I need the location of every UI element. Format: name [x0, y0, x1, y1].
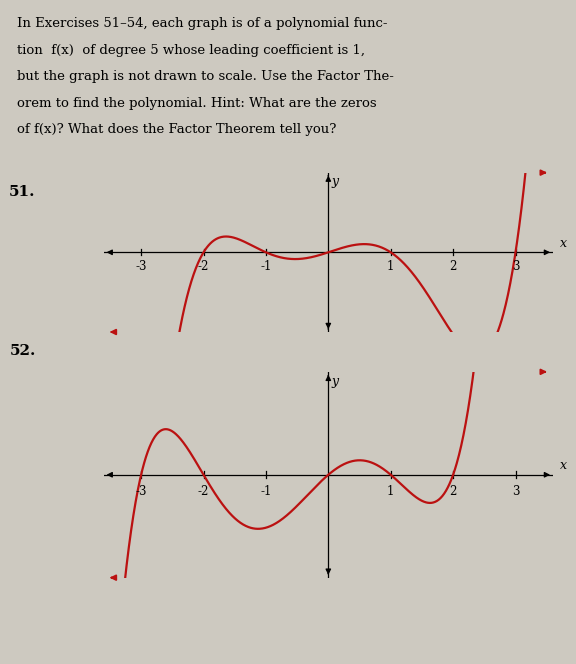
Text: 3: 3	[511, 260, 520, 274]
Text: 1: 1	[387, 485, 395, 498]
Text: of f(x)? What does the Factor Theorem tell you?: of f(x)? What does the Factor Theorem te…	[17, 124, 336, 136]
Text: tion  f(x)  of degree 5 whose leading coefficient is 1,: tion f(x) of degree 5 whose leading coef…	[17, 44, 365, 57]
Text: 52.: 52.	[10, 344, 36, 359]
Text: -2: -2	[198, 485, 209, 498]
Text: -1: -1	[260, 485, 272, 498]
Text: 1: 1	[387, 260, 395, 274]
Text: y: y	[331, 175, 339, 188]
Text: orem to find the polynomial. Hint: What are the zeros: orem to find the polynomial. Hint: What …	[17, 97, 377, 110]
Text: but the graph is not drawn to scale. Use the Factor The-: but the graph is not drawn to scale. Use…	[17, 70, 394, 84]
Text: x: x	[560, 459, 567, 472]
Text: 2: 2	[449, 485, 457, 498]
Text: 51.: 51.	[9, 185, 36, 199]
Text: x: x	[560, 237, 567, 250]
Text: 2: 2	[449, 260, 457, 274]
Text: -3: -3	[135, 485, 147, 498]
Text: y: y	[331, 374, 339, 388]
Text: -2: -2	[198, 260, 209, 274]
Text: -3: -3	[135, 260, 147, 274]
Text: 3: 3	[511, 485, 520, 498]
Text: In Exercises 51–54, each graph is of a polynomial func-: In Exercises 51–54, each graph is of a p…	[17, 17, 388, 31]
Text: -1: -1	[260, 260, 272, 274]
